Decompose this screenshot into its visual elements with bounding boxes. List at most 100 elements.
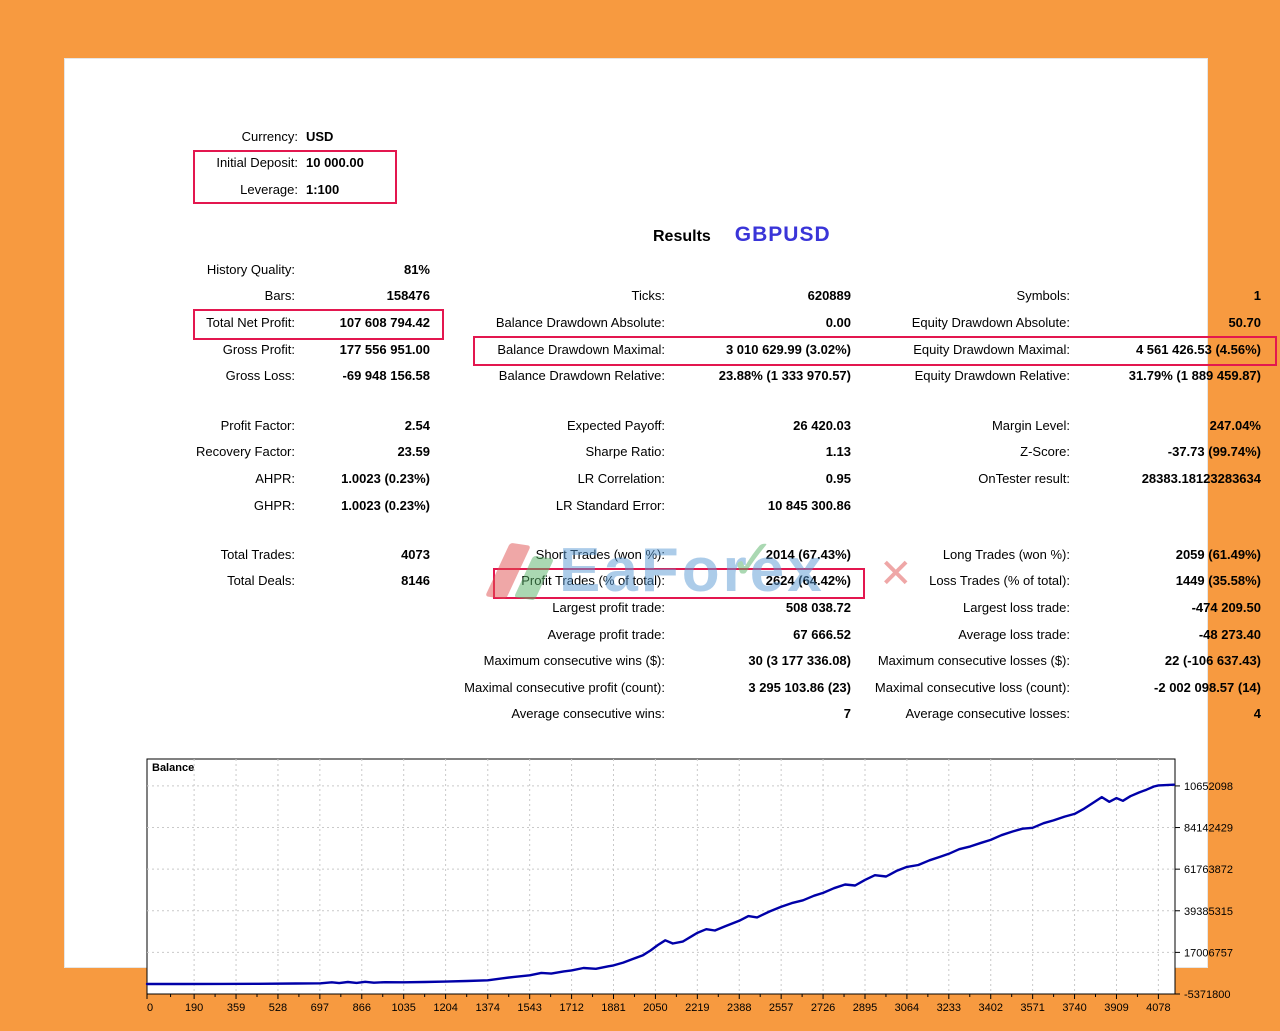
svg-text:17006757: 17006757 [1184,947,1233,959]
stat-row: Largest loss trade: -474 209.50 [855,594,1261,621]
svg-text:1204: 1204 [433,1002,457,1014]
stat-label: Maximal consecutive loss (count): [874,679,1070,695]
stat-label: Gross Profit: [222,341,295,357]
stat-row: Sharpe Ratio: 1.13 [430,439,852,466]
stat-label: Profit Trades (% of total): [521,573,665,589]
stat-label: Average profit trade: [547,626,665,642]
stat-value: 247.04% [1209,417,1261,433]
stat-value: -2 002 098.57 (14) [1154,679,1261,695]
stat-value: 10 845 300.86 [767,497,851,513]
stat-label: Leverage: [240,181,298,197]
stat-value: USD [306,128,334,144]
stat-value: 4073 [401,546,430,562]
svg-text:1712: 1712 [559,1002,583,1014]
stat-row: Recovery Factor: 23.59 [160,439,430,466]
stat-value: 2624 (64.42%) [765,573,851,589]
svg-text:697: 697 [311,1002,329,1014]
stat-row: Equity Drawdown Relative: 31.79% (1 889 4… [855,362,1261,389]
stat-row: Z-Score: -37.73 (99.74%) [855,439,1261,466]
svg-text:10652098: 10652098 [1184,781,1233,793]
stat-value: 620889 [807,288,851,304]
svg-text:1035: 1035 [391,1002,415,1014]
stat-label: Total Trades: [220,546,295,562]
stat-label: Loss Trades (% of total): [929,573,1070,589]
stat-row: OnTester result: 28383.18123283634 [855,465,1261,492]
stat-label: Short Trades (won %): [535,546,665,562]
stat-row: Profit Factor: 2.54 [160,412,430,439]
stat-label: Maximal consecutive profit (count): [464,679,665,695]
svg-text:2050: 2050 [643,1002,667,1014]
stat-label: Total Deals: [227,573,295,589]
stat-value: 1.0023 (0.23%) [341,497,430,513]
stat-value: 4 561 426.53 (4.56%) [1135,341,1261,357]
stat-row: Average consecutive wins: 7 [430,701,851,728]
stat-row: Profit Trades (% of total): 2624 (64.42%) [430,568,851,595]
stat-label: Currency: [241,128,298,144]
stat-label: Equity Drawdown Relative: [914,368,1070,384]
stat-row: Initial Deposit: 10 000.00 [133,150,463,177]
stat-value: 4 [1253,706,1261,722]
stat-value: 23.59 [397,444,430,460]
stat-value: 2014 (67.43%) [765,546,851,562]
stat-row: Short Trades (won %): 2014 (67.43%) [430,541,851,568]
stat-row: Gross Loss: -69 948 156.58 [160,362,430,389]
stat-label: Balance Drawdown Relative: [498,368,665,384]
stat-row: Balance Drawdown Maximal: 3 010 629.99 (3… [430,336,851,363]
stat-value: 7 [843,706,851,722]
stat-value: 67 666.52 [793,626,851,642]
stat-row: AHPR: 1.0023 (0.23%) [160,465,430,492]
stat-row: Total Net Profit: 107 608 794.42 [160,309,430,336]
stat-value: 0.00 [825,314,851,330]
svg-text:1543: 1543 [517,1002,541,1014]
stat-label: Equity Drawdown Maximal: [913,341,1070,357]
stat-label: AHPR: [255,470,295,486]
stat-value: -37.73 (99.74%) [1167,444,1261,460]
svg-text:190: 190 [185,1002,203,1014]
stat-value: 508 038.72 [785,599,851,615]
stat-row: Maximum consecutive losses ($): 22 (-106 … [855,647,1261,674]
stat-row: LR Standard Error: 10 845 300.86 [430,492,851,519]
stat-value: 2.54 [404,417,430,433]
stat-label: Average consecutive losses: [905,706,1070,722]
stat-row: Average loss trade: -48 273.40 [855,621,1261,648]
stat-label: History Quality: [206,261,295,277]
stat-value: 50.70 [1228,314,1261,330]
stat-value: 31.79% (1 889 459.87) [1128,368,1261,384]
stat-value: 158476 [386,288,430,304]
stat-row: Loss Trades (% of total): 1449 (35.58%) [855,568,1261,595]
svg-text:39385315: 39385315 [1184,906,1233,918]
stat-row: Equity Drawdown Absolute: 50.70 [855,309,1261,336]
stats-block1-col2: Ticks: 620889 Balance Drawdown Absolute: 0.… [430,283,851,389]
svg-text:528: 528 [269,1002,287,1014]
stat-row: Long Trades (won %): 2059 (61.49%) [855,541,1261,568]
stat-value: 177 556 951.00 [339,341,430,357]
stat-label: Ticks: [631,288,665,304]
stat-row: Margin Level: 247.04% [855,412,1261,439]
balance-chart-container: 10652098 84142429 61763872 39385315 17006757… [145,756,1265,1022]
stat-label: Maximum consecutive losses ($): [877,653,1070,669]
stat-label: Gross Loss: [225,368,295,384]
stat-value: -69 948 156.58 [342,368,430,384]
stat-row: Maximal consecutive profit (count): 3 295… [430,674,851,701]
stat-row: Bars: 158476 [160,283,430,310]
svg-text:1374: 1374 [476,1002,500,1014]
stat-label: Recovery Factor: [196,444,295,460]
svg-text:866: 866 [353,1002,371,1014]
svg-text:2895: 2895 [853,1002,877,1014]
stat-row: Currency: USD [133,123,463,150]
results-label: Results [653,228,711,245]
stat-label: Bars: [264,288,295,304]
stat-label: Expected Payoff: [566,417,665,433]
stat-label: OnTester result: [978,470,1070,486]
stat-label: Symbols: [1016,288,1070,304]
stats-block1-col1: History Quality: 81% Bars: 158476 Total Net … [160,256,430,389]
stat-label: Equity Drawdown Absolute: [911,314,1070,330]
stat-row: Ticks: 620889 [430,283,851,310]
stat-label: Largest loss trade: [963,599,1070,615]
stat-label: LR Standard Error: [555,497,665,513]
stat-row: Total Deals: 8146 [160,568,430,595]
svg-text:3064: 3064 [895,1002,919,1014]
svg-text:0: 0 [147,1002,153,1014]
stat-row: GHPR: 1.0023 (0.23%) [160,492,430,519]
